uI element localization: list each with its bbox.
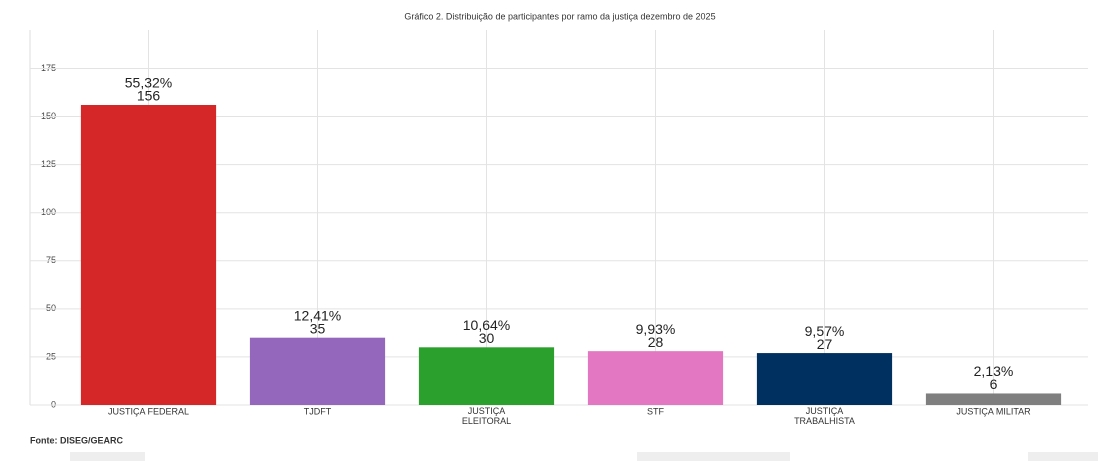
value-label: 27 — [817, 336, 833, 352]
percent-label: 55,32% — [125, 75, 172, 91]
percent-label: 10,64% — [463, 317, 510, 333]
value-label: 28 — [648, 334, 664, 350]
bar — [756, 353, 893, 405]
bar — [925, 393, 1062, 405]
percent-label: 2,13% — [974, 363, 1014, 379]
bar — [587, 351, 724, 405]
y-tick-label: 150 — [41, 111, 56, 121]
scrollbar-artifact — [70, 452, 145, 461]
bar — [80, 105, 217, 405]
bar — [249, 337, 386, 405]
y-tick-label: 75 — [46, 255, 56, 265]
percent-label: 9,57% — [805, 323, 845, 339]
value-label: 156 — [137, 88, 161, 104]
x-tick-label: JUSTIÇA FEDERAL — [108, 406, 189, 416]
scrollbar-artifact — [637, 452, 790, 461]
chart-title: Gráfico 2. Distribuição de participantes… — [404, 11, 715, 21]
bar — [418, 347, 555, 405]
y-tick-label: 175 — [41, 63, 56, 73]
scrollbar-artifact — [1028, 452, 1098, 461]
y-tick-label: 50 — [46, 303, 56, 313]
y-tick-label: 100 — [41, 207, 56, 217]
value-label: 30 — [479, 330, 495, 346]
x-tick-label: TJDFT — [304, 406, 332, 416]
value-label: 35 — [310, 320, 326, 336]
y-tick-label: 125 — [41, 159, 56, 169]
x-tick-label: JUSTIÇA TRABALHISTA — [794, 406, 855, 426]
source: Fonte: DISEG/GEARC — [30, 435, 124, 445]
y-tick-label: 0 — [51, 399, 56, 409]
percent-label: 12,41% — [294, 307, 341, 323]
percent-label: 9,93% — [636, 321, 676, 337]
y-tick-label: 25 — [46, 351, 56, 361]
value-label: 6 — [990, 376, 998, 392]
x-tick-label: STF — [647, 406, 665, 416]
x-tick-label: JUSTIÇA ELEITORAL — [462, 406, 511, 426]
x-tick-label: JUSTIÇA MILITAR — [956, 406, 1031, 416]
